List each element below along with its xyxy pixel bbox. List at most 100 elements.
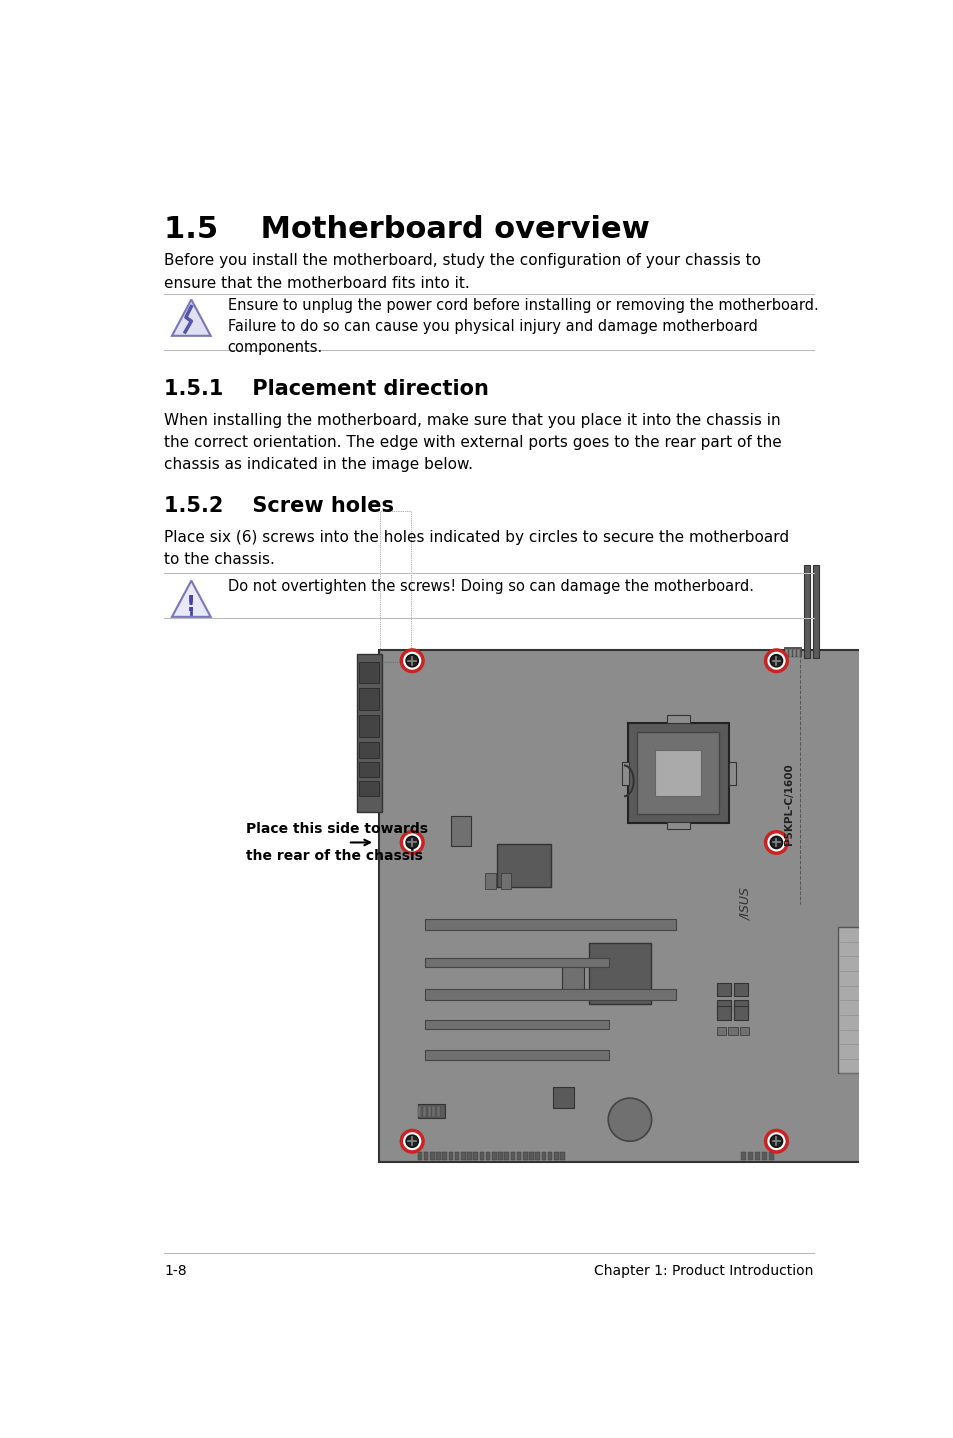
Bar	[492, 1152, 497, 1159]
Bar	[733, 982, 747, 997]
Bar	[860, 992, 868, 1015]
Text: Place six (6) screws into the holes indicated by circles to secure the motherboa: Place six (6) screws into the holes indi…	[164, 529, 788, 567]
Bar	[497, 844, 550, 887]
Bar	[517, 1152, 521, 1159]
Bar	[728, 762, 736, 785]
Text: Chapter 1: Product Introduction: Chapter 1: Product Introduction	[594, 1264, 813, 1278]
Text: Before you install the motherboard, study the configuration of your chassis to
e: Before you install the motherboard, stud…	[164, 253, 760, 290]
Bar	[796, 649, 799, 657]
Bar	[358, 716, 378, 736]
Bar	[733, 999, 747, 1014]
Text: !: !	[186, 594, 196, 614]
Bar	[554, 1152, 558, 1159]
Bar	[747, 1152, 753, 1159]
Bar	[838, 928, 860, 1073]
Circle shape	[406, 654, 418, 667]
Bar	[497, 1152, 502, 1159]
Text: 1-8: 1-8	[164, 1264, 187, 1278]
Circle shape	[765, 1130, 786, 1152]
Bar	[417, 1152, 422, 1159]
Bar	[425, 919, 676, 930]
Bar	[473, 1152, 477, 1159]
Bar	[425, 1050, 608, 1060]
Bar	[423, 1152, 428, 1159]
Bar	[432, 1106, 435, 1116]
Circle shape	[401, 1130, 422, 1152]
Bar	[425, 989, 676, 999]
Text: 1.5.2    Screw holes: 1.5.2 Screw holes	[164, 496, 394, 516]
Bar	[803, 565, 809, 657]
Circle shape	[769, 837, 781, 848]
Bar	[417, 1104, 444, 1119]
Text: /ISUS: /ISUS	[739, 887, 752, 920]
Bar	[716, 999, 730, 1014]
Text: Do not overtighten the screws! Doing so can damage the motherboard.: Do not overtighten the screws! Doing so …	[228, 580, 753, 594]
Circle shape	[608, 1099, 651, 1142]
Bar	[768, 1152, 774, 1159]
Bar	[451, 815, 470, 847]
Bar	[728, 1027, 737, 1035]
Bar	[547, 1152, 552, 1159]
Bar	[460, 1152, 465, 1159]
Bar	[535, 1152, 539, 1159]
Circle shape	[406, 1135, 418, 1148]
Bar	[455, 1152, 459, 1159]
Bar	[467, 1152, 472, 1159]
Bar	[510, 1152, 515, 1159]
Bar	[430, 1152, 435, 1159]
Bar	[358, 781, 378, 797]
Bar	[529, 1152, 534, 1159]
Circle shape	[401, 831, 422, 853]
Text: Ensure to unplug the power cord before installing or removing the motherboard.
F: Ensure to unplug the power cord before i…	[228, 298, 818, 355]
Circle shape	[765, 831, 786, 853]
Bar	[427, 1106, 430, 1116]
Bar	[417, 1106, 421, 1116]
Bar	[784, 649, 787, 657]
Bar	[436, 1152, 440, 1159]
Bar	[358, 661, 378, 683]
Bar	[500, 873, 511, 889]
Bar	[812, 565, 819, 657]
Bar	[733, 1005, 747, 1020]
Bar	[792, 649, 795, 657]
Bar	[589, 942, 651, 1004]
Circle shape	[401, 650, 422, 672]
Bar	[559, 1152, 564, 1159]
Bar	[356, 654, 381, 811]
Bar	[448, 1152, 453, 1159]
Polygon shape	[172, 581, 211, 617]
Bar	[358, 689, 378, 710]
Bar	[740, 1027, 749, 1035]
Text: 1.5.1    Placement direction: 1.5.1 Placement direction	[164, 380, 489, 398]
Text: P5KPL-C/1600: P5KPL-C/1600	[783, 764, 794, 846]
Text: the rear of the chassis: the rear of the chassis	[245, 848, 422, 863]
Bar	[485, 1152, 490, 1159]
Circle shape	[765, 650, 786, 672]
Circle shape	[769, 1135, 781, 1148]
Bar	[425, 958, 608, 968]
Bar	[740, 1152, 745, 1159]
Bar	[655, 751, 700, 797]
Bar	[358, 742, 378, 758]
Polygon shape	[172, 299, 211, 336]
Bar	[436, 1106, 439, 1116]
Bar	[442, 1152, 447, 1159]
Bar	[666, 716, 689, 723]
Bar	[378, 650, 861, 1162]
Bar	[716, 982, 730, 997]
Bar	[425, 1020, 608, 1028]
Bar	[788, 649, 791, 657]
Bar	[716, 1005, 730, 1020]
Circle shape	[769, 654, 781, 667]
Bar	[666, 821, 689, 830]
Bar	[380, 512, 411, 661]
Bar	[479, 1152, 484, 1159]
Bar	[561, 962, 583, 989]
Bar	[754, 1152, 760, 1159]
Circle shape	[406, 837, 418, 848]
Bar	[504, 1152, 509, 1159]
Bar	[522, 1152, 527, 1159]
Bar	[541, 1152, 546, 1159]
Bar	[621, 762, 629, 785]
Text: When installing the motherboard, make sure that you place it into the chassis in: When installing the motherboard, make su…	[164, 413, 781, 472]
